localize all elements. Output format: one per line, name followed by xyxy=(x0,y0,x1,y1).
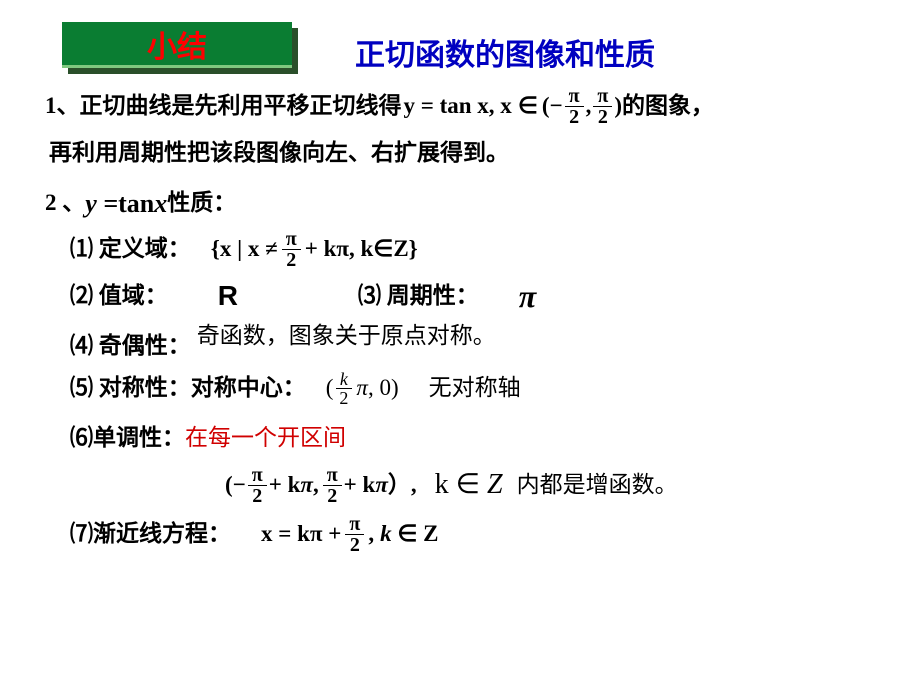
two: 2 xyxy=(565,107,583,127)
item1-text-a: 正切曲线是先利用平移正切线得 xyxy=(80,89,402,124)
p6-rparen: ）, xyxy=(388,468,417,503)
p6-plus1: + k xyxy=(269,468,301,503)
p1-frac: π 2 xyxy=(282,229,301,270)
p5-label: ⑸ 对称性：对称中心： xyxy=(70,371,306,406)
header: 小结 正切函数的图像和性质 xyxy=(0,0,920,74)
item-1-line-1: 1、 正切曲线是先利用平移正切线得 y = tan x, x ∈ (− π 2 … xyxy=(45,86,880,127)
p6-kinz: k ∈ Z xyxy=(435,464,503,506)
item2-num: 2 、 xyxy=(45,186,85,221)
pi: π xyxy=(323,465,342,486)
item1-in: ∈ xyxy=(518,89,538,124)
prop-5: ⑸ 对称性：对称中心： ( k 2 π , 0) 无对称轴 xyxy=(45,368,880,408)
item2-suffix: 性质： xyxy=(167,186,236,221)
item1-lparen: (− xyxy=(542,89,563,124)
p4-value: 奇函数，图象关于原点对称。 xyxy=(197,319,496,354)
p2-value: R xyxy=(218,275,238,317)
in: ∈ xyxy=(456,469,487,500)
p1-z: Z} xyxy=(393,232,417,267)
p3-value: π xyxy=(519,272,536,320)
prop-6-line2: (− π 2 + k π , π 2 + k π ）, k ∈ Z 内都是增函数… xyxy=(45,464,880,506)
p6-pi1: π xyxy=(300,468,313,503)
item1-comma: , xyxy=(586,89,592,124)
pi: π xyxy=(248,465,267,486)
pi: π xyxy=(565,86,584,107)
item-1-line-2: 再利用周期性把该段图像向左、右扩展得到。 xyxy=(45,133,880,173)
pi: π xyxy=(345,514,364,535)
two: 2 xyxy=(335,389,352,407)
p1-in: ∈ xyxy=(373,232,393,267)
p6-frac2: π 2 xyxy=(323,465,342,506)
p2-label: ⑵ 值域： xyxy=(70,279,168,314)
summary-badge: 小结 xyxy=(60,18,300,74)
p7-kz: k ∈ Z xyxy=(380,517,438,552)
p5-rest: , 0) xyxy=(368,371,399,406)
two: 2 xyxy=(346,535,364,555)
item1-text-b: 的图象， xyxy=(622,89,714,124)
two: 2 xyxy=(323,486,341,506)
prop-6-line1: ⑹单调性： 在每一个开区间 xyxy=(45,418,880,458)
p6-pi2: π xyxy=(375,468,388,503)
k: k xyxy=(435,469,456,500)
item2-tan: tan xyxy=(118,184,154,223)
p7-x: x = kπ + xyxy=(261,517,341,552)
item1-line2: 再利用周期性把该段图像向左、右扩展得到。 xyxy=(49,136,509,171)
p6-label: ⑹单调性： xyxy=(70,421,185,456)
content: 1、 正切曲线是先利用平移正切线得 y = tan x, x ∈ (− π 2 … xyxy=(0,74,920,555)
two: 2 xyxy=(594,107,612,127)
badge-text: 小结 xyxy=(147,22,207,66)
p6-lparen: (− xyxy=(225,468,246,503)
pi: π xyxy=(282,229,301,250)
p4-label: ⑷ 奇偶性： xyxy=(70,329,191,364)
p1-label: ⑴ 定义域： xyxy=(70,232,191,267)
p6-frac1: π 2 xyxy=(248,465,267,506)
p5-lparen: ( xyxy=(326,371,334,406)
p6-suffix: 内都是增函数。 xyxy=(517,468,678,503)
p7-frac: π 2 xyxy=(345,514,364,555)
p5-note: 无对称轴 xyxy=(429,371,521,406)
badge-box: 小结 xyxy=(62,22,292,68)
item1-frac2: π 2 xyxy=(593,86,612,127)
k: k xyxy=(380,521,397,546)
item1-frac1: π 2 xyxy=(565,86,584,127)
item1-rparen: ) xyxy=(614,89,622,124)
z: Z xyxy=(417,521,438,546)
prop-1: ⑴ 定义域： {x | x ≠ π 2 + kπ, k ∈ Z} xyxy=(45,229,880,270)
two: 2 xyxy=(248,486,266,506)
prop-2-3: ⑵ 值域： R ⑶ 周期性： π xyxy=(45,272,880,320)
item1-formula: y = tan x, x xyxy=(404,89,512,124)
p7-label: ⑺渐近线方程： xyxy=(70,517,231,552)
pi: π xyxy=(593,86,612,107)
p7-comma: , xyxy=(368,517,374,552)
two: 2 xyxy=(282,250,300,270)
page-title: 正切函数的图像和性质 xyxy=(355,30,655,74)
k: k xyxy=(336,370,352,389)
p1-plus: + kπ, k xyxy=(305,232,374,267)
p1-set: {x | x ≠ xyxy=(211,232,278,267)
prop-7: ⑺渐近线方程： x = kπ + π 2 , k ∈ Z xyxy=(45,514,880,555)
item2-formula: y = xyxy=(85,184,118,223)
in: ∈ xyxy=(397,521,417,546)
prop-4: ⑷ 奇偶性： 奇函数，图象关于原点对称。 xyxy=(45,326,880,366)
p6-plus2: + k xyxy=(344,468,376,503)
p3-label: ⑶ 周期性： xyxy=(358,279,479,314)
p6-comma: , xyxy=(313,468,319,503)
z: Z xyxy=(487,469,503,500)
p6-highlight: 在每一个开区间 xyxy=(185,421,346,456)
item2-x: x xyxy=(154,184,167,223)
p5-pi: π xyxy=(356,371,368,406)
item1-num: 1、 xyxy=(45,89,80,124)
item-2: 2 、 y = tan x 性质： xyxy=(45,183,880,223)
p5-frac: k 2 xyxy=(335,370,352,407)
